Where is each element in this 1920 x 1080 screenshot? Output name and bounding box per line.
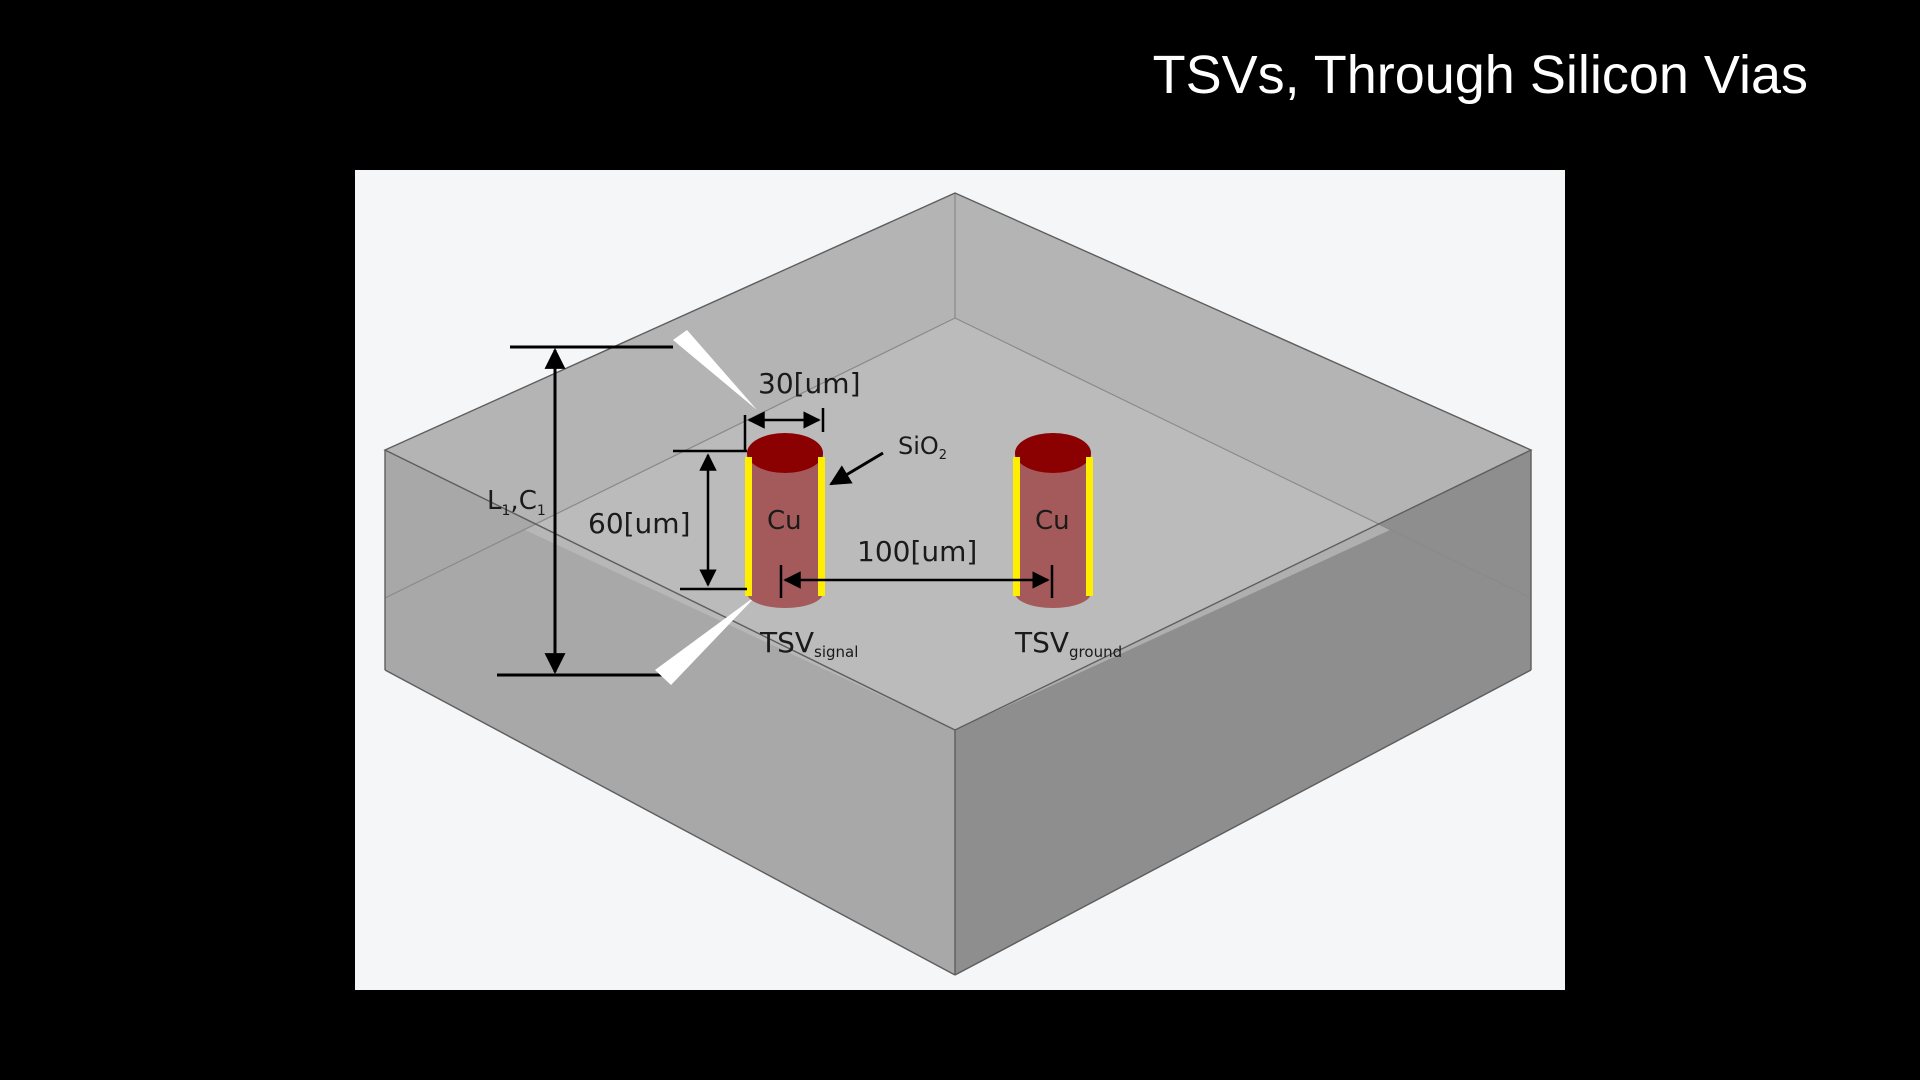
pitch-dimension: 100[um]	[779, 535, 1054, 598]
tsv-ground-material: Cu	[1035, 506, 1070, 536]
height-label: 60[um]	[588, 507, 691, 540]
substrate-right-face	[955, 450, 1531, 975]
tsv-signal-oxide-left	[745, 457, 752, 596]
oxide-label: SiO2	[898, 432, 947, 463]
tsv-ground-top	[1015, 433, 1091, 473]
silicon-substrate	[383, 192, 1533, 976]
zoom-wedge-bottom	[655, 595, 757, 685]
height-dimension: 60[um]	[588, 449, 747, 591]
lc-dimension: L1,C1	[487, 330, 757, 685]
tsv-signal-caption: TSVsignal	[759, 626, 858, 661]
tsv-signal-material: Cu	[767, 506, 802, 536]
substrate-edges	[383, 192, 1533, 976]
substrate-hidden-edges	[384, 193, 1532, 599]
tsv-ground-caption: TSVground	[1014, 626, 1122, 661]
tsv-ground-oxide-right	[1086, 457, 1093, 596]
tsv-signal-bottom	[747, 578, 823, 608]
tsv-signal-oxide-right	[818, 457, 825, 596]
lc-label: L1,C1	[487, 486, 546, 519]
tsv-signal-body	[747, 453, 823, 593]
zoom-wedge-top	[673, 330, 757, 410]
tsv-diagram-figure: L1,C1 Cu Cu	[355, 170, 1565, 990]
tsv-ground-oxide-left	[1013, 457, 1020, 596]
tsv-signal-top	[747, 433, 823, 473]
substrate-left-face	[385, 450, 955, 975]
substrate-inner-floor	[525, 318, 1390, 730]
tsv-diagram-svg: L1,C1 Cu Cu	[383, 192, 1533, 976]
tsv-signal: Cu	[745, 433, 825, 608]
slide-title: TSVs, Through Silicon Vias	[1152, 45, 1808, 105]
diameter-label: 30[um]	[758, 367, 861, 400]
pitch-label: 100[um]	[857, 535, 977, 568]
oxide-callout: SiO2	[829, 432, 947, 486]
diameter-dimension: 30[um]	[743, 367, 861, 450]
